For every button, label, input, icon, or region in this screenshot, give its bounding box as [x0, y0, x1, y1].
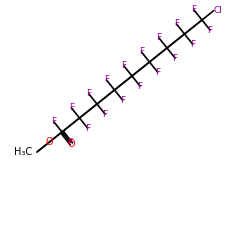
- Text: H₃C: H₃C: [14, 147, 32, 157]
- Text: O: O: [46, 137, 53, 147]
- Text: F: F: [155, 68, 160, 77]
- Text: F: F: [86, 89, 92, 98]
- Text: F: F: [138, 82, 143, 91]
- Text: F: F: [190, 40, 195, 49]
- Text: F: F: [102, 110, 108, 119]
- Text: F: F: [156, 33, 162, 42]
- Text: F: F: [104, 75, 109, 84]
- Text: F: F: [121, 61, 126, 70]
- Text: F: F: [85, 124, 90, 133]
- Text: F: F: [68, 138, 73, 147]
- Text: F: F: [120, 96, 125, 105]
- Text: F: F: [51, 117, 57, 126]
- Text: F: F: [69, 103, 74, 112]
- Text: F: F: [174, 19, 179, 28]
- Text: F: F: [172, 54, 178, 63]
- Text: F: F: [208, 26, 213, 35]
- Text: Cl: Cl: [213, 6, 222, 15]
- Text: F: F: [139, 47, 144, 56]
- Text: F: F: [191, 5, 196, 14]
- Text: O: O: [68, 139, 75, 149]
